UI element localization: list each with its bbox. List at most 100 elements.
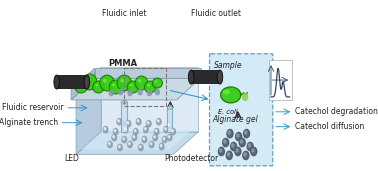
Circle shape bbox=[154, 136, 155, 138]
Text: Fluidic reservoir: Fluidic reservoir bbox=[2, 103, 64, 112]
Circle shape bbox=[138, 89, 142, 95]
Circle shape bbox=[245, 131, 247, 134]
Ellipse shape bbox=[138, 79, 141, 82]
Circle shape bbox=[113, 136, 115, 138]
Circle shape bbox=[136, 119, 141, 125]
Circle shape bbox=[162, 136, 167, 143]
Circle shape bbox=[243, 93, 248, 100]
Ellipse shape bbox=[86, 78, 90, 81]
Circle shape bbox=[132, 134, 137, 141]
Ellipse shape bbox=[100, 75, 114, 91]
Circle shape bbox=[228, 131, 231, 134]
Circle shape bbox=[126, 121, 131, 127]
Circle shape bbox=[244, 153, 246, 156]
Circle shape bbox=[164, 127, 168, 133]
Ellipse shape bbox=[82, 74, 97, 90]
Circle shape bbox=[112, 134, 116, 141]
Circle shape bbox=[118, 120, 119, 122]
Circle shape bbox=[231, 142, 237, 151]
Ellipse shape bbox=[112, 83, 116, 87]
Ellipse shape bbox=[223, 89, 230, 94]
Circle shape bbox=[114, 130, 116, 132]
Circle shape bbox=[109, 90, 113, 96]
Circle shape bbox=[156, 119, 161, 125]
Polygon shape bbox=[95, 68, 200, 78]
Circle shape bbox=[160, 144, 162, 147]
Circle shape bbox=[224, 140, 226, 143]
Ellipse shape bbox=[130, 84, 133, 87]
Ellipse shape bbox=[152, 78, 163, 88]
Polygon shape bbox=[71, 78, 200, 100]
Text: Fluidic inlet: Fluidic inlet bbox=[102, 9, 147, 18]
Ellipse shape bbox=[54, 75, 59, 89]
Polygon shape bbox=[81, 129, 193, 149]
Ellipse shape bbox=[93, 81, 104, 93]
Circle shape bbox=[160, 143, 164, 150]
Circle shape bbox=[248, 144, 251, 147]
Bar bbox=[121, 102, 127, 132]
Ellipse shape bbox=[221, 87, 241, 103]
Circle shape bbox=[108, 141, 112, 148]
Ellipse shape bbox=[75, 79, 88, 93]
Circle shape bbox=[235, 132, 242, 141]
Circle shape bbox=[104, 128, 106, 130]
Circle shape bbox=[124, 127, 128, 133]
Circle shape bbox=[144, 127, 148, 133]
Circle shape bbox=[218, 147, 225, 156]
Circle shape bbox=[149, 141, 154, 148]
Text: Sample: Sample bbox=[214, 61, 242, 70]
Text: PMMA: PMMA bbox=[108, 59, 138, 68]
Ellipse shape bbox=[217, 70, 223, 84]
Circle shape bbox=[157, 120, 159, 122]
FancyBboxPatch shape bbox=[209, 54, 273, 166]
Circle shape bbox=[226, 151, 232, 160]
Circle shape bbox=[223, 138, 229, 147]
Text: Fluidic outlet: Fluidic outlet bbox=[191, 9, 241, 18]
Circle shape bbox=[154, 128, 159, 135]
Ellipse shape bbox=[121, 100, 127, 103]
Ellipse shape bbox=[95, 84, 98, 87]
Circle shape bbox=[155, 89, 160, 95]
Ellipse shape bbox=[135, 76, 148, 90]
Circle shape bbox=[133, 136, 135, 138]
Circle shape bbox=[127, 122, 129, 124]
Ellipse shape bbox=[167, 106, 172, 109]
Circle shape bbox=[143, 137, 145, 140]
Circle shape bbox=[227, 153, 230, 156]
Circle shape bbox=[147, 90, 152, 96]
Bar bbox=[124, 68, 166, 106]
Circle shape bbox=[139, 146, 141, 148]
Bar bbox=[212, 110, 270, 162]
Ellipse shape bbox=[103, 79, 107, 82]
Text: Alginate gel: Alginate gel bbox=[212, 115, 258, 124]
Ellipse shape bbox=[117, 75, 132, 91]
Bar bbox=[191, 70, 220, 84]
Circle shape bbox=[150, 142, 152, 145]
Circle shape bbox=[172, 130, 174, 132]
Text: Photodetector: Photodetector bbox=[164, 154, 218, 163]
Polygon shape bbox=[101, 67, 198, 132]
Ellipse shape bbox=[120, 79, 124, 82]
Ellipse shape bbox=[188, 70, 194, 84]
Circle shape bbox=[243, 129, 249, 138]
Circle shape bbox=[113, 128, 118, 135]
Bar bbox=[269, 60, 292, 100]
Circle shape bbox=[252, 149, 254, 152]
Text: Catechol diffusion: Catechol diffusion bbox=[296, 122, 365, 131]
Circle shape bbox=[108, 142, 110, 145]
Text: E. coli: E. coli bbox=[218, 109, 238, 115]
Circle shape bbox=[232, 144, 234, 147]
Circle shape bbox=[237, 134, 239, 137]
Circle shape bbox=[153, 134, 158, 141]
Bar bbox=[167, 108, 172, 132]
Circle shape bbox=[117, 119, 122, 125]
Circle shape bbox=[235, 147, 241, 156]
Circle shape bbox=[247, 142, 253, 151]
Circle shape bbox=[147, 122, 149, 124]
Circle shape bbox=[118, 144, 122, 151]
Ellipse shape bbox=[127, 81, 139, 93]
Text: LED: LED bbox=[64, 154, 79, 163]
Text: Alginate trench: Alginate trench bbox=[0, 118, 58, 127]
Circle shape bbox=[155, 130, 157, 132]
Polygon shape bbox=[76, 132, 198, 154]
